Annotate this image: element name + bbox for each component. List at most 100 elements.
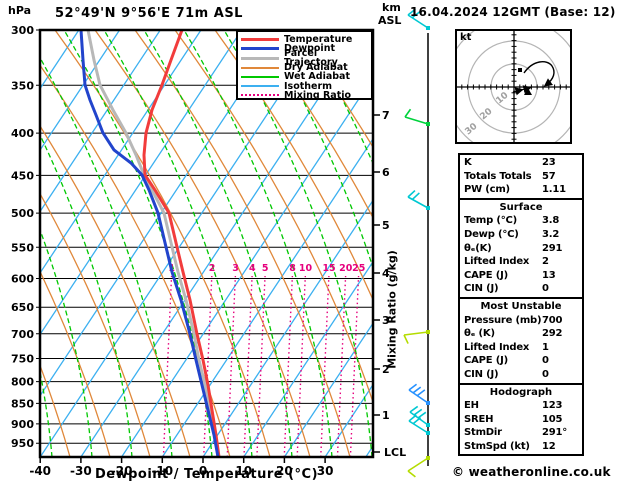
legend-item: Isotherm xyxy=(241,80,371,92)
table-section-title: Most Unstable xyxy=(480,300,562,312)
wind-barb-icon xyxy=(408,414,429,434)
legend-label: Dry Adiabat xyxy=(284,62,348,74)
mixing-ratio-line xyxy=(202,275,213,457)
table-row-label: Lifted Index xyxy=(464,256,530,268)
temperature-trace xyxy=(142,29,221,458)
legend-label: Isotherm xyxy=(284,80,333,92)
legend-swatch-solid-thick xyxy=(241,38,279,42)
legend-swatch-solid-thick xyxy=(241,56,279,60)
wet-adiabat-line xyxy=(63,30,213,457)
wet-adiabat-line xyxy=(103,30,253,457)
mixing-ratio-line xyxy=(162,275,173,457)
table-row-label: EH xyxy=(464,400,479,412)
table-row-label: Pressure (mb) xyxy=(464,314,542,326)
temp-tick-label: -10 xyxy=(151,464,173,478)
table-row-label: Dewp (°C) xyxy=(464,228,519,240)
pressure-axis-title: hPa xyxy=(8,4,32,17)
table-row-value: 123 xyxy=(542,400,563,412)
table-row: Pressure (mb) 700 xyxy=(460,314,582,328)
table-row-value: 0 xyxy=(542,283,549,295)
wind-barb-base-dot xyxy=(426,456,430,460)
table-row: Lifted Index 1 xyxy=(460,341,582,355)
datetime-title: 16.04.2024 12GMT (Base: 12) xyxy=(410,5,616,19)
hodograph-ring-label: 20 xyxy=(479,107,495,123)
pressure-tick-label: 700 xyxy=(11,328,34,341)
table-row: CIN (J) 0 xyxy=(460,368,582,382)
table-row-label: CIN (J) xyxy=(464,368,499,380)
hodograph-ring-label: 30 xyxy=(464,122,480,138)
legend-swatch-solid-thin xyxy=(241,85,279,88)
mixing-ratio-label: 2 xyxy=(209,263,216,274)
temperature-axis-title: Dewpoint / Temperature (°C) xyxy=(94,467,319,482)
pressure-tick-label: 650 xyxy=(11,301,34,314)
km-tick-label: 5 xyxy=(382,219,390,232)
hodograph-trace xyxy=(520,85,532,94)
dry-adiabat-line xyxy=(134,30,351,457)
legend-swatch-solid-thin xyxy=(241,66,279,69)
pressure-tick-label: 800 xyxy=(11,376,34,389)
table-section-title: Surface xyxy=(499,201,543,213)
temp-tick-label: -30 xyxy=(70,464,92,478)
indices-table-section: K 23 Totals Totals 57 PW (cm) 1.11 xyxy=(458,153,584,200)
mixing-ratio-line xyxy=(320,275,330,457)
wind-barb-icon xyxy=(403,331,429,344)
table-row: θₑ (K) 292 xyxy=(460,327,582,341)
temp-tick-label: -20 xyxy=(111,464,133,478)
table-row-value: 291° xyxy=(542,427,568,439)
table-row-label: StmDir xyxy=(464,427,502,439)
dry-adiabat-line xyxy=(40,64,231,457)
temp-tick-label: 30 xyxy=(317,464,334,478)
legend-item: Parcel Trajectory xyxy=(241,49,371,68)
legend-box: Temperature Dewpoint Parcel Trajectory Dry … xyxy=(236,30,373,100)
pressure-tick-label: 500 xyxy=(11,207,34,220)
pressure-tick-label: 850 xyxy=(11,397,34,410)
wind-barb-icon xyxy=(409,405,429,426)
altitude-axis-title-asl: ASL xyxy=(378,14,402,27)
km-tick-label: 1 xyxy=(382,409,390,422)
indices-table-section: Surface Temp (°C) 3.8 Dewp (°C) 3.2 θₑ(K) 291 L… xyxy=(458,197,584,299)
temp-tick-label: 20 xyxy=(276,464,293,478)
table-row: CAPE (J) 13 xyxy=(460,269,582,283)
km-tick-label: 7 xyxy=(382,109,390,122)
table-row-value: 57 xyxy=(542,170,556,182)
legend-label: Parcel Trajectory xyxy=(284,48,338,69)
table-row-value: 700 xyxy=(542,314,563,326)
legend-swatch-solid-thin xyxy=(241,75,279,78)
pressure-tick-label: 900 xyxy=(11,418,34,431)
pressure-tick-label: 300 xyxy=(11,24,34,37)
mixing-ratio-label: 3 xyxy=(232,263,239,274)
table-row: Dewp (°C) 3.2 xyxy=(460,228,582,242)
table-row-value: 23 xyxy=(542,157,556,168)
mixing-ratio-label: 10 xyxy=(299,263,313,274)
table-row-value: 3.2 xyxy=(542,228,560,240)
mixing-ratio-label: 5 xyxy=(262,263,269,274)
legend-item: Dewpoint xyxy=(241,44,371,54)
dry-adiabat-line xyxy=(40,269,111,457)
lcl-label: LCL xyxy=(384,446,406,459)
table-row-value: 292 xyxy=(542,328,563,340)
wet-adiabat-line xyxy=(40,133,133,457)
km-tick-label: 4 xyxy=(382,267,390,280)
mixing-ratio-label: 25 xyxy=(352,263,365,274)
mixing-ratio-label: 20 xyxy=(339,263,353,274)
wind-barb-icon xyxy=(408,383,429,404)
mixing-ratio-line xyxy=(283,275,294,457)
altitude-axis-title-km: km xyxy=(382,1,401,14)
isotherm-line xyxy=(121,76,373,457)
table-row-value: 2 xyxy=(542,256,549,268)
mixing-ratio-line xyxy=(336,275,347,457)
legend-swatch-solid-thick xyxy=(241,47,279,51)
table-row: StmSpd (kt) 12 xyxy=(460,440,582,454)
legend-item: Wet Adiabat xyxy=(241,71,371,83)
table-row-label: CAPE (J) xyxy=(464,269,508,281)
legend-label: Wet Adiabat xyxy=(284,71,351,83)
pressure-tick-label: 950 xyxy=(11,437,34,450)
table-row-label: Lifted Index xyxy=(464,341,530,353)
dry-adiabat-line xyxy=(40,192,151,457)
table-row: PW (cm) 1.11 xyxy=(460,183,582,197)
table-row-label: Totals Totals xyxy=(464,170,532,182)
mixing-ratio-line xyxy=(256,275,266,457)
plot-border xyxy=(38,28,375,459)
plot-background xyxy=(40,30,373,457)
table-row: CIN (J) 0 xyxy=(460,282,582,296)
